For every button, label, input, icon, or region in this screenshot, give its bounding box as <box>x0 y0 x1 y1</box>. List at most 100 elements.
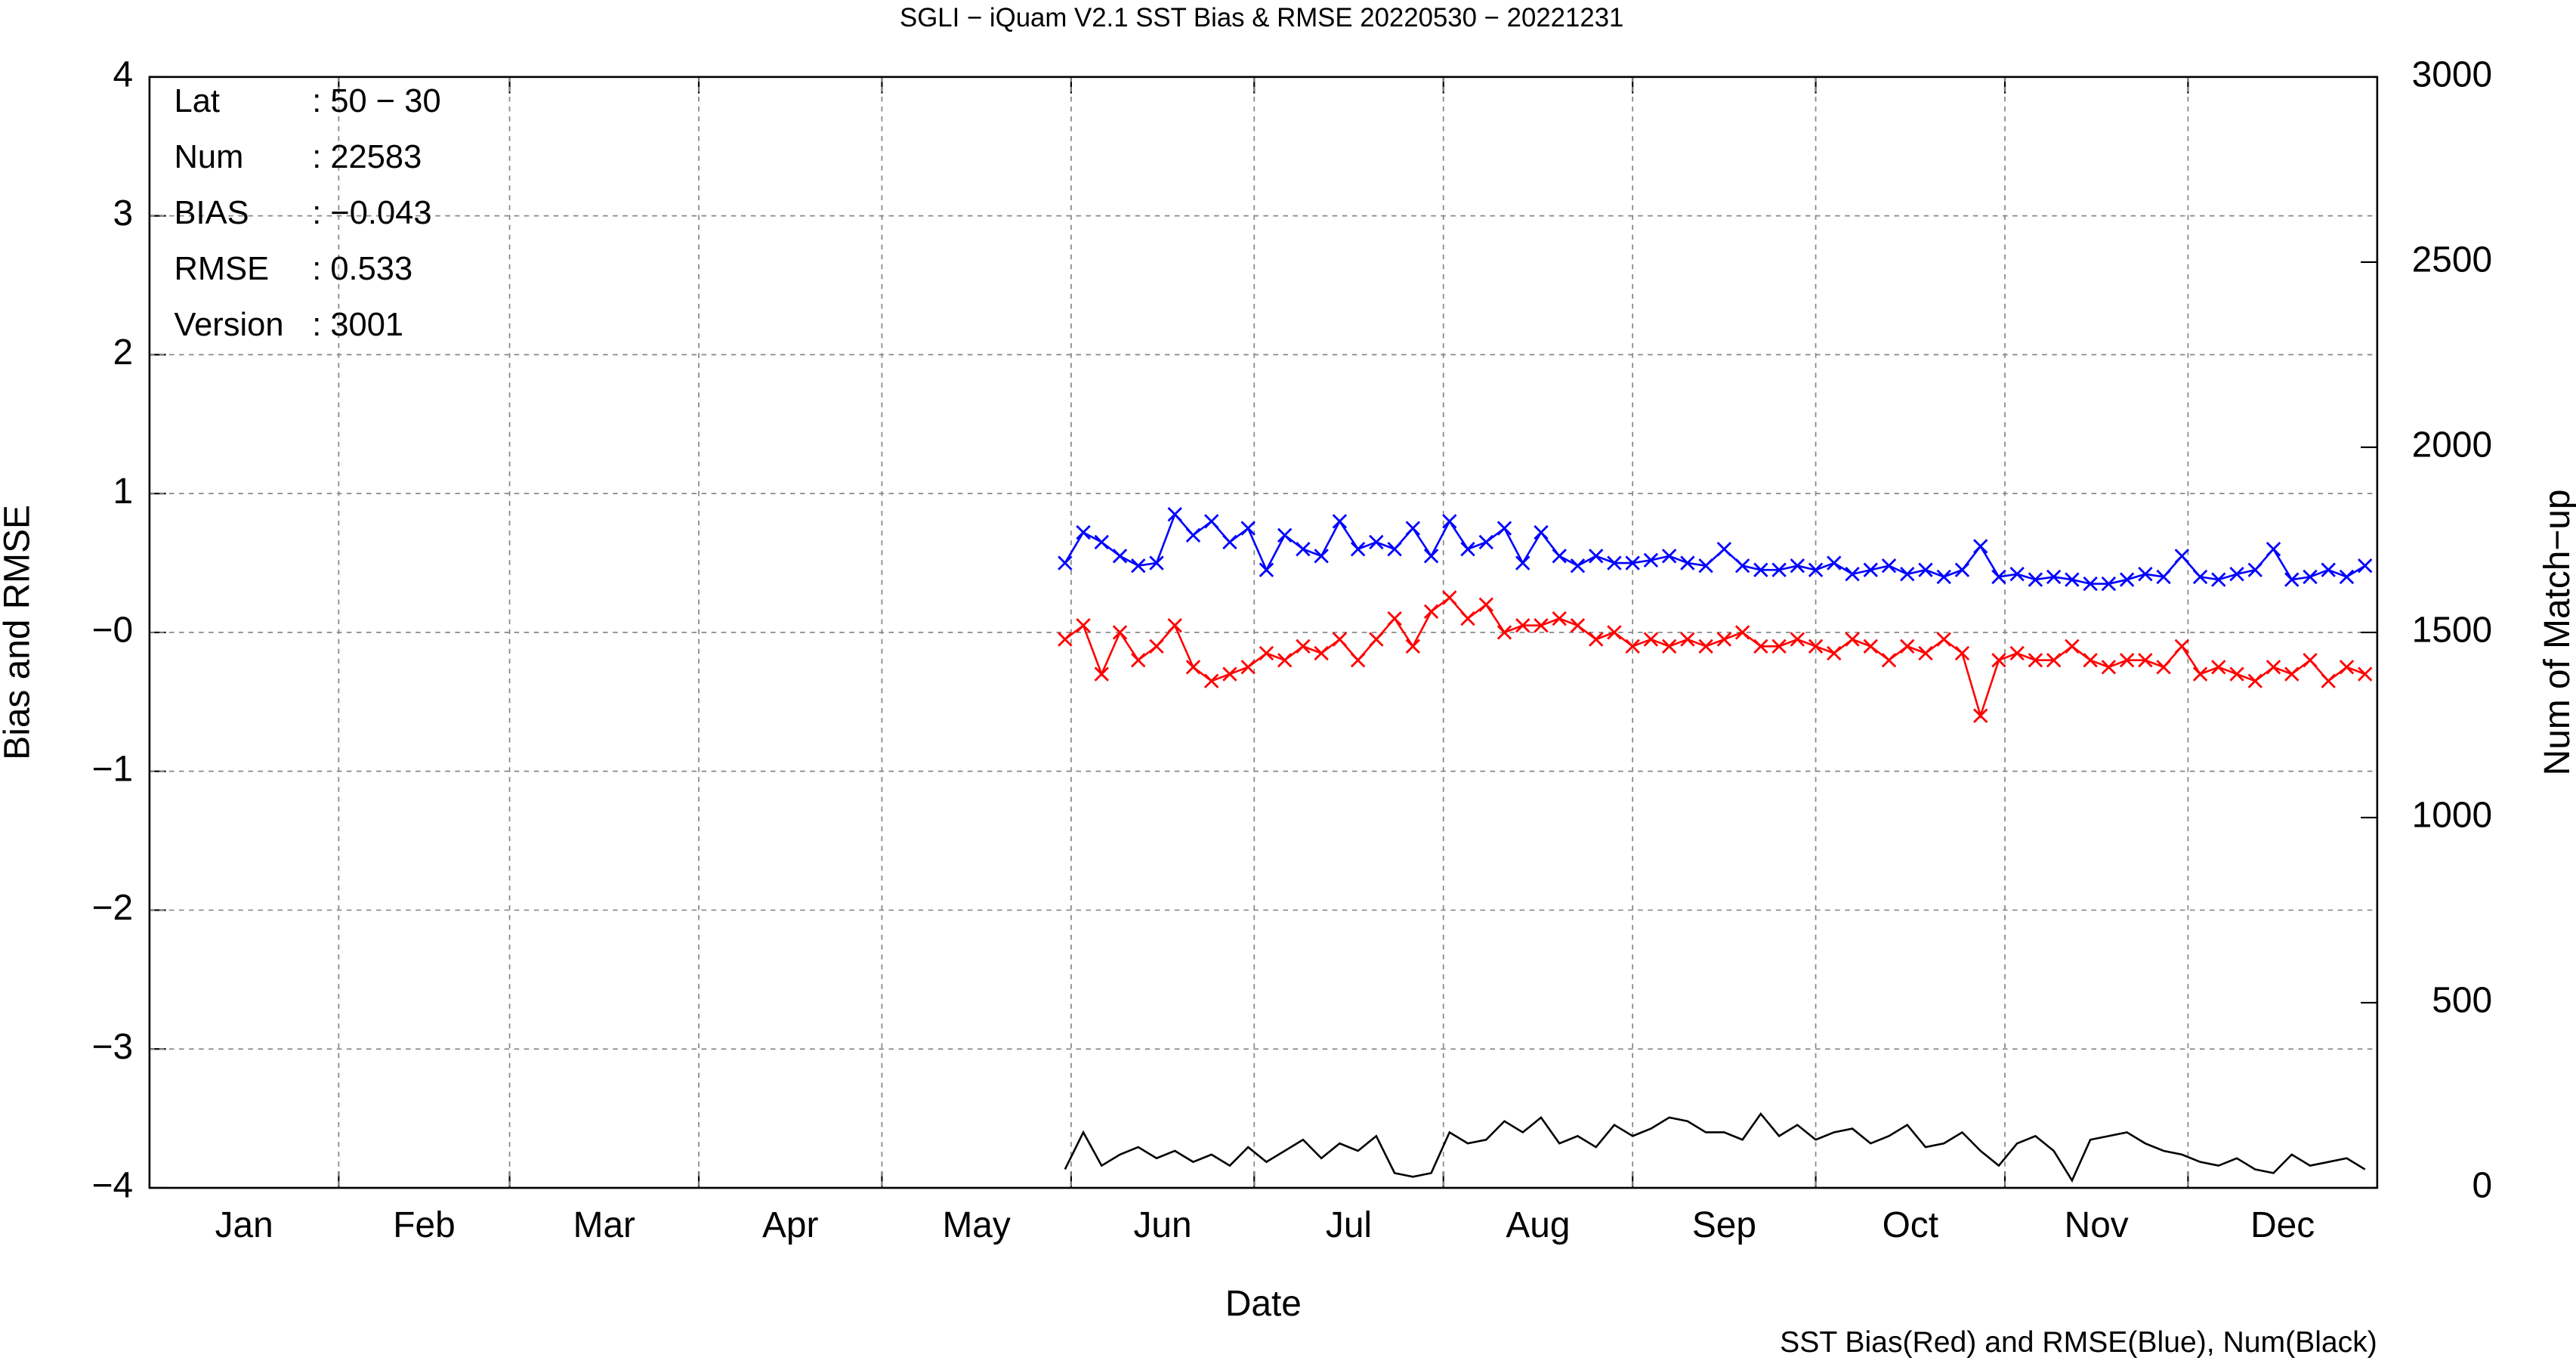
data-point <box>1259 645 1274 661</box>
data-point <box>2009 645 2025 661</box>
data-point <box>1277 652 1293 668</box>
y2-axis-label: Num of Match−up <box>2537 489 2576 775</box>
y-tick-label: 3 <box>113 193 134 233</box>
y2-tick-label: 500 <box>2432 981 2492 1021</box>
y-tick-label: −4 <box>92 1166 134 1206</box>
y-tick-label: −3 <box>92 1027 134 1067</box>
data-point <box>1314 645 1329 661</box>
data-point <box>1423 549 1439 564</box>
data-point <box>1350 541 1366 557</box>
data-point <box>1423 604 1439 620</box>
x-tick-label: Mar <box>573 1205 635 1245</box>
data-point <box>1387 541 1402 557</box>
data-point <box>2303 569 2318 585</box>
data-point <box>1698 558 1713 574</box>
data-point <box>1827 555 1842 571</box>
data-point <box>1643 552 1659 568</box>
data-point <box>2083 576 2098 592</box>
y2-tick-label: 2500 <box>2412 240 2492 280</box>
data-point <box>1332 632 1348 647</box>
x-tick-label: Oct <box>1883 1205 1938 1245</box>
data-point <box>1185 527 1201 543</box>
data-point <box>2174 639 2190 654</box>
data-point <box>2321 562 2336 577</box>
y-tick-label: −2 <box>92 888 134 928</box>
data-point <box>2046 652 2062 668</box>
x-tick-label: Jun <box>1134 1205 1192 1245</box>
data-point <box>1405 639 1421 654</box>
info-value: : 50 − 30 <box>312 83 440 119</box>
data-point <box>2247 673 2262 688</box>
data-point <box>2046 569 2062 585</box>
y2-tick-label: 3000 <box>2412 54 2492 94</box>
data-point <box>2303 652 2318 668</box>
plot-frame <box>148 76 2379 1189</box>
data-point <box>1954 562 1970 577</box>
data-point <box>2284 572 2300 587</box>
data-point <box>2083 652 2098 668</box>
data-point <box>2028 652 2043 668</box>
data-point <box>1827 645 1842 661</box>
data-point <box>2321 673 2336 688</box>
data-point <box>2192 666 2208 682</box>
data-point <box>1369 534 1384 550</box>
data-point <box>1222 666 1237 682</box>
data-point <box>1405 521 1421 536</box>
data-point <box>1936 632 1951 647</box>
series-line <box>1064 596 2366 719</box>
data-point <box>1112 549 1128 564</box>
data-point <box>1442 590 1457 605</box>
data-point <box>1680 632 1695 647</box>
x-tick-label: Apr <box>762 1205 819 1245</box>
x-tick-label: Jan <box>215 1205 273 1245</box>
data-point <box>1387 611 1402 626</box>
y-tick-label: 2 <box>113 332 134 373</box>
data-point <box>1222 534 1237 550</box>
data-point <box>1478 534 1493 550</box>
data-point <box>1496 625 1512 640</box>
data-point <box>1936 569 1951 585</box>
x-tick-label: Dec <box>2250 1205 2315 1245</box>
data-point <box>2065 639 2080 654</box>
data-point <box>1112 625 1128 640</box>
data-point <box>1167 507 1182 522</box>
data-point <box>1716 541 1732 557</box>
data-point <box>2065 572 2080 587</box>
data-point <box>1954 645 1970 661</box>
data-point <box>1350 652 1366 668</box>
data-point <box>1515 555 1530 571</box>
footer-note: SST Bias(Red) and RMSE(Blue), Num(Black) <box>1780 1326 2377 1359</box>
info-label: Version <box>175 307 284 343</box>
data-point <box>1863 639 1878 654</box>
info-label: BIAS <box>175 195 249 231</box>
info-label: Num <box>175 139 244 175</box>
x-tick-label: Aug <box>1506 1205 1570 1245</box>
series-line <box>1064 512 2366 585</box>
data-point <box>1753 639 1768 654</box>
y-tick-label: −0 <box>92 611 134 651</box>
y2-tick-label: 1500 <box>2412 611 2492 651</box>
data-point <box>2211 572 2226 587</box>
data-point <box>1972 708 1988 723</box>
data-point <box>1680 555 1695 571</box>
data-point <box>2156 569 2171 585</box>
data-point <box>1808 639 1824 654</box>
data-point <box>1185 660 1201 675</box>
data-point <box>1296 639 1311 654</box>
data-point <box>1534 524 1549 540</box>
data-point <box>1570 558 1586 574</box>
data-point <box>1607 555 1622 571</box>
data-point <box>1240 660 1256 675</box>
y-tick-label: −1 <box>92 749 134 789</box>
data-point <box>1771 562 1787 577</box>
data-point <box>1332 514 1348 529</box>
data-point <box>1570 618 1586 633</box>
data-point <box>1753 562 1768 577</box>
data-point <box>1716 632 1732 647</box>
data-point <box>2009 567 2025 582</box>
data-point <box>1991 569 2006 585</box>
x-tick-label: May <box>942 1205 1010 1245</box>
data-point <box>1167 618 1182 633</box>
y2-tick-label: 1000 <box>2412 796 2492 836</box>
data-point <box>1204 673 1219 688</box>
